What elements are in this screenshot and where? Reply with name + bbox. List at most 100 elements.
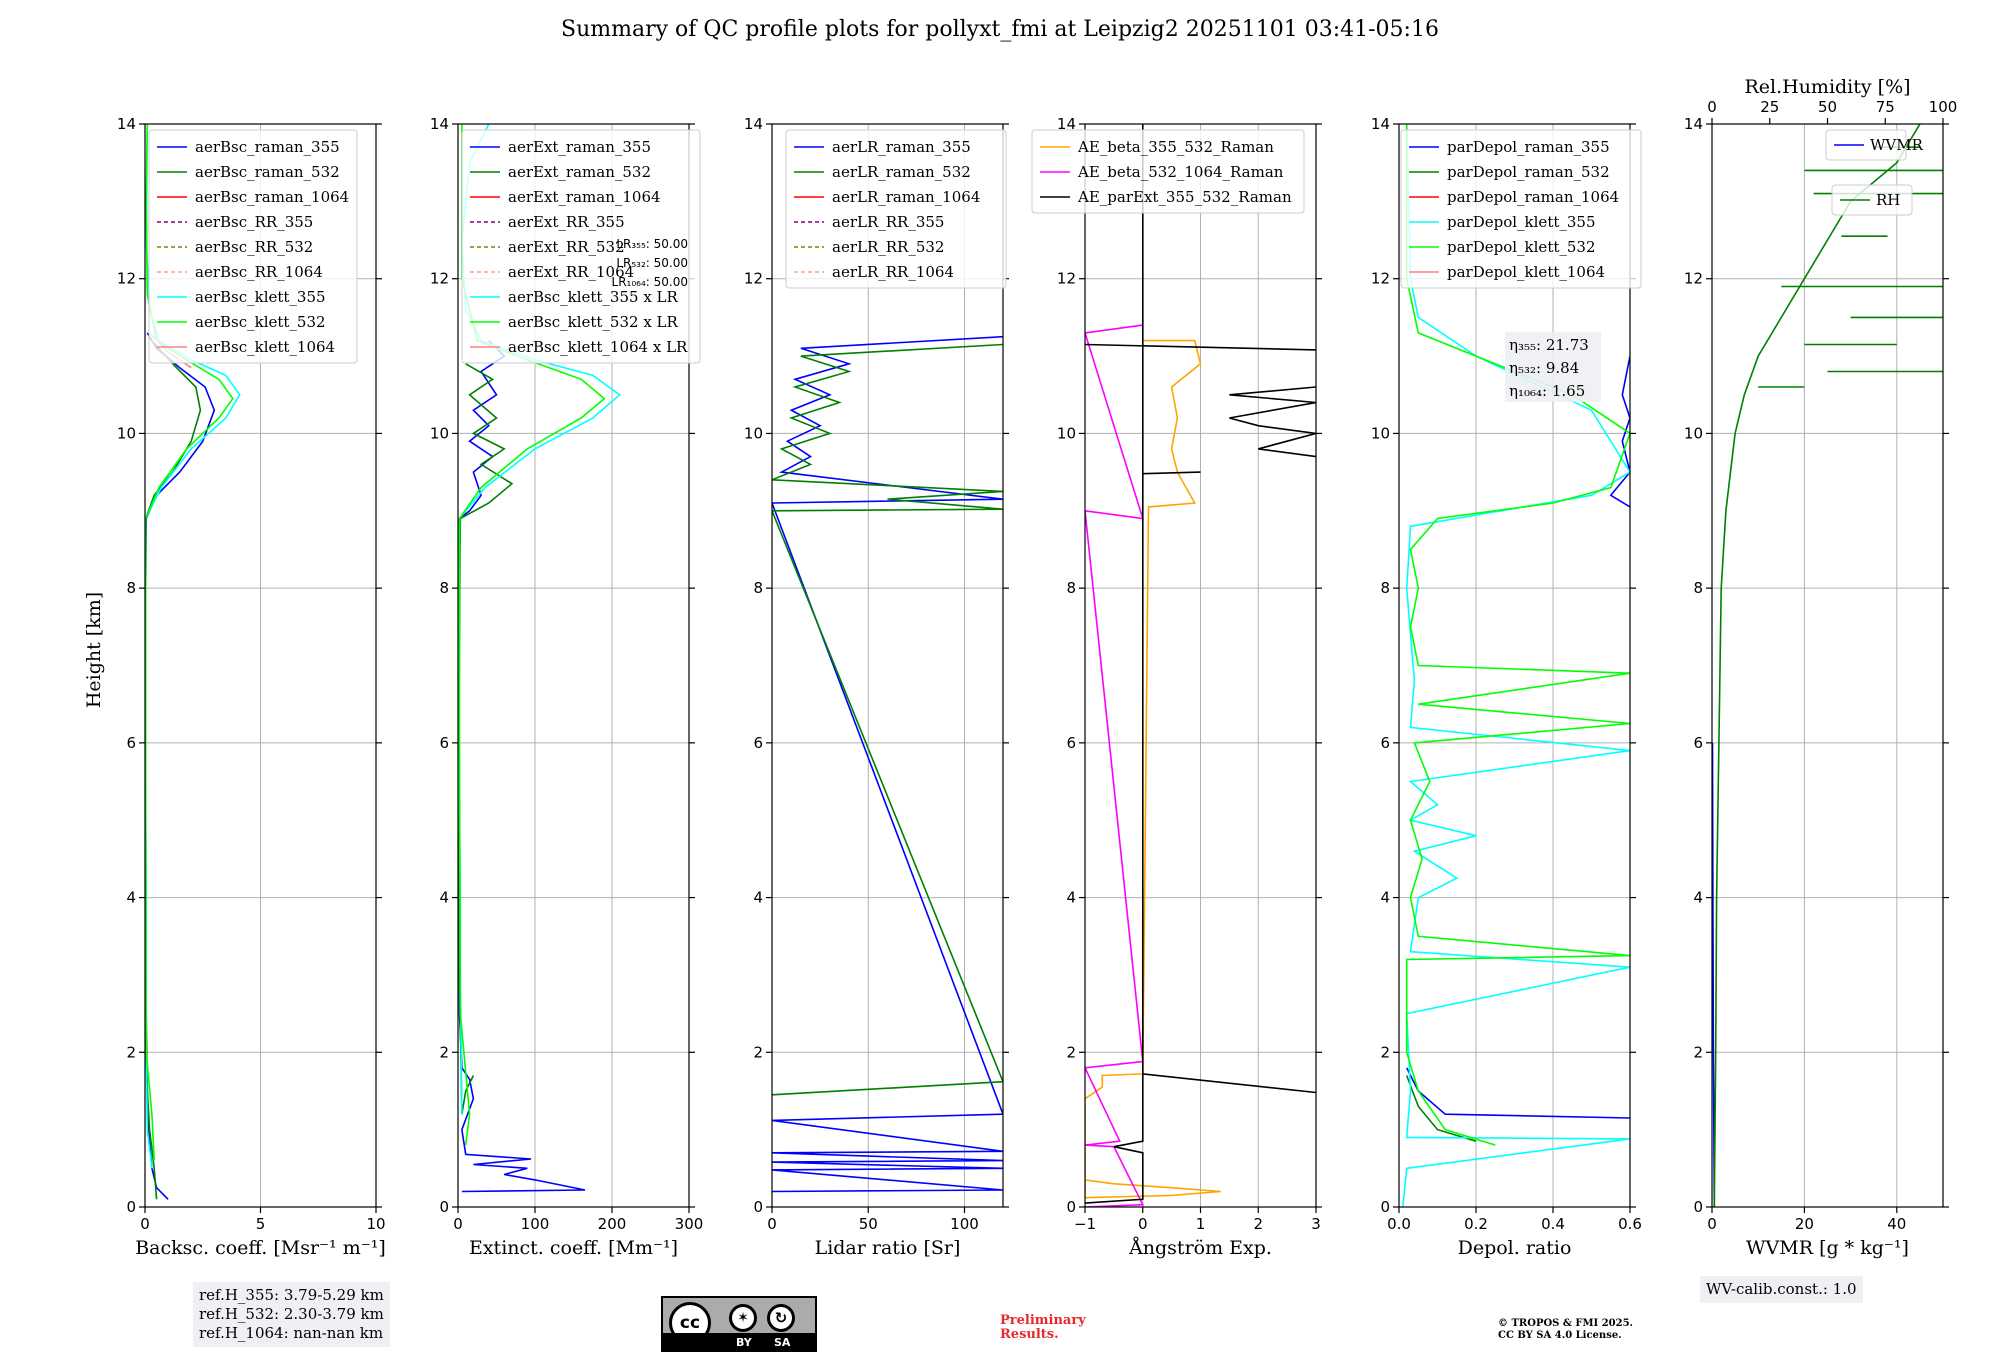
y-tick-label: 14 (1684, 115, 1703, 133)
legend-label: aerBsc_raman_532 (195, 163, 340, 181)
y-tick-label: 12 (1684, 270, 1703, 288)
x-tick-label: 0 (767, 1215, 777, 1233)
y-tick-label: 4 (1380, 889, 1390, 907)
y-tick-label: 8 (1380, 579, 1390, 597)
legend-label: parDepol_raman_1064 (1447, 188, 1619, 206)
legend-label: aerBsc_RR_1064 (195, 263, 323, 281)
series-group (1402, 124, 1630, 1207)
legend-label: aerBsc_raman_355 (195, 138, 340, 156)
y-tick-label: 14 (744, 115, 763, 133)
x-tick-label: 10 (366, 1215, 385, 1233)
series-line-parDepol_raman_532 (1405, 1075, 1477, 1142)
x-tick-label: 100 (950, 1215, 979, 1233)
eta-box (1505, 332, 1601, 402)
cc-license-badge: cc ✶ ↻ BY SA (661, 1296, 817, 1352)
series-line-aerLR_raman_532 (772, 343, 1003, 1096)
series-line-aerExt_raman_532 (458, 363, 514, 1115)
y-tick-label: 6 (1380, 734, 1390, 752)
y-tick-label: 10 (744, 424, 763, 442)
copyright-note: © TROPOS & FMI 2025. CC BY SA 4.0 Licens… (1498, 1318, 1633, 1342)
y-tick-label: 14 (430, 115, 449, 133)
y-tick-label: 2 (1380, 1043, 1390, 1061)
y-tick-label: 12 (744, 270, 763, 288)
x-axis-label: Depol. ratio (1458, 1237, 1572, 1259)
x-tick-label: 40 (1887, 1215, 1906, 1233)
series-line-parDepol_raman_355 (1609, 355, 1630, 508)
figure-title: Summary of QC profile plots for pollyxt_… (561, 17, 1439, 42)
y-tick-label: 0 (1066, 1198, 1076, 1216)
legend-label: aerExt_raman_355 (508, 138, 651, 156)
y-tick-label: 12 (430, 270, 449, 288)
series-line-parDepol_raman_355 (1405, 1067, 1630, 1119)
ref-height-532: ref.H_532: 2.30-3.79 km (199, 1305, 384, 1323)
legend-label: aerExt_RR_1064 (508, 263, 634, 281)
eta-label: η₃₅₅: 21.73 (1509, 336, 1589, 354)
plot-frame (1398, 123, 1631, 1208)
y-tick-label: 10 (1371, 424, 1390, 442)
x-tick-label: 0.4 (1541, 1215, 1565, 1233)
legend-label: parDepol_raman_355 (1447, 138, 1610, 156)
y-tick-label: 2 (1693, 1043, 1703, 1061)
y-tick-label: 10 (1057, 424, 1076, 442)
series-line-aerBsc_raman_532 (145, 340, 202, 1200)
x-tick-label: −1 (1074, 1215, 1096, 1233)
x-tick-label: 3 (1311, 1215, 1321, 1233)
attribution-person-icon: ✶ (729, 1304, 757, 1332)
legend-box (1400, 129, 1642, 289)
y-tick-label: 6 (1066, 734, 1076, 752)
series-line-aerLR_raman_355 (772, 335, 1003, 1193)
y-tick-label: 6 (439, 734, 449, 752)
plot-frame (457, 123, 690, 1208)
reference-heights-box: ref.H_355: 3.79-5.29 km ref.H_532: 2.30-… (193, 1282, 390, 1347)
x-tick-label: 0.0 (1387, 1215, 1411, 1233)
top-x-tick-label: 75 (1876, 98, 1895, 116)
y-tick-label: 2 (126, 1043, 136, 1061)
legend-label: AE_beta_532_1064_Raman (1077, 163, 1284, 181)
legend: aerExt_raman_355 aerExt_raman_532 aerExt_r… (461, 129, 701, 364)
y-tick-label: 0 (439, 1198, 449, 1216)
y-tick-label: 8 (439, 579, 449, 597)
y-tick-label: 10 (117, 424, 136, 442)
legend-label: aerLR_raman_532 (832, 163, 971, 181)
series-line-parDepol_klett_355 (1402, 124, 1630, 1207)
legend-label: aerBsc_raman_1064 (195, 188, 349, 206)
x-tick-label: 200 (598, 1215, 627, 1233)
copyright-line-2: CC BY SA 4.0 License. (1498, 1330, 1622, 1341)
legend-box (1825, 129, 1907, 161)
legend-rh: RH (1831, 184, 1913, 216)
y-tick-label: 4 (126, 889, 136, 907)
y-tick-label: 6 (753, 734, 763, 752)
y-tick-label: 0 (1693, 1198, 1703, 1216)
legend: parDepol_raman_355 parDepol_raman_532 parD… (1400, 129, 1642, 289)
legend-label: aerLR_RR_355 (832, 213, 944, 231)
preliminary-line-2: Results. (1000, 1327, 1059, 1342)
x-tick-label: 100 (521, 1215, 550, 1233)
legend-box (1031, 129, 1305, 214)
y-tick-label: 8 (1693, 579, 1703, 597)
legend-label: aerBsc_klett_532 x LR (508, 313, 679, 331)
panel-bsc: 0 5 10 Backsc. coeff. [Msr⁻¹ m⁻¹] 0 2 4 6 8 10 12 1… (117, 115, 386, 1259)
series-group (772, 335, 1003, 1193)
preliminary-line-1: Preliminary (1000, 1313, 1086, 1328)
y-tick-label: 0 (753, 1198, 763, 1216)
series-line-parDepol_klett_532 (1405, 124, 1630, 1146)
y-tick-label: 0 (1380, 1198, 1390, 1216)
top-x-tick-label: 50 (1818, 98, 1837, 116)
y-tick-label: 14 (117, 115, 136, 133)
legend-box (461, 129, 701, 364)
x-tick-label: 0 (1138, 1215, 1148, 1233)
y-tick-label: 2 (753, 1043, 763, 1061)
legend-box (785, 129, 1007, 289)
y-tick-label: 12 (117, 270, 136, 288)
legend-label: aerExt_raman_532 (508, 163, 651, 181)
x-axis-label: Ångström Exp. (1128, 1237, 1272, 1259)
y-tick-label: 4 (1066, 889, 1076, 907)
legend-label: aerBsc_klett_1064 (195, 338, 335, 356)
x-axis-label: Backsc. coeff. [Msr⁻¹ m⁻¹] (135, 1237, 386, 1259)
legend-wvmr: WVMR (1825, 129, 1924, 161)
series-line-WVMR (1712, 742, 1716, 1207)
y-tick-label: 2 (1066, 1043, 1076, 1061)
x-axis-label: WVMR [g * kg⁻¹] (1746, 1237, 1909, 1259)
